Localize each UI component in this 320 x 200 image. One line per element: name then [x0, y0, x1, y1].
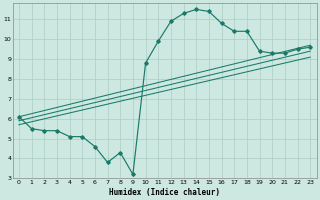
X-axis label: Humidex (Indice chaleur): Humidex (Indice chaleur): [109, 188, 220, 197]
